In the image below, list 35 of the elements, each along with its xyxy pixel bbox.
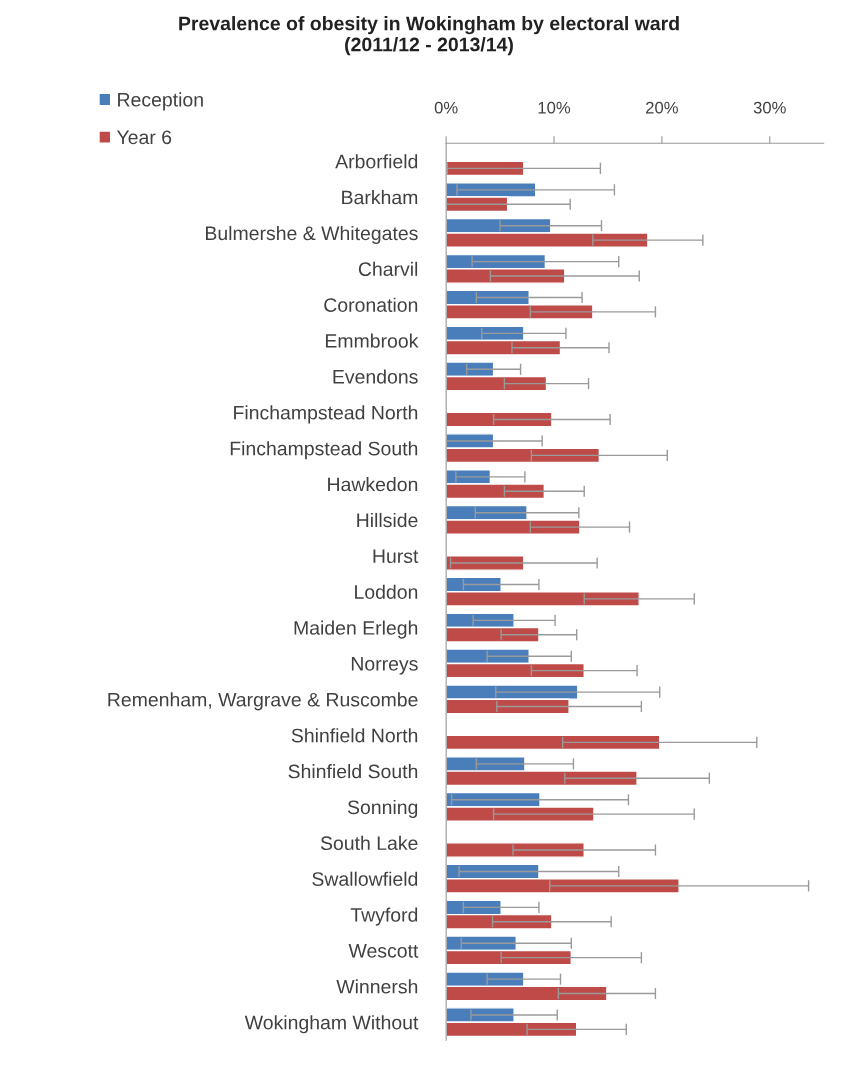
x-tick-label: 10% [538, 101, 571, 114]
y-tick-label: Maiden Erlegh [294, 620, 418, 639]
y-tick-label: Bulmershe & Whitegates [206, 225, 418, 245]
bar [446, 411, 553, 428]
y-tick-label: Arborfield [335, 154, 418, 169]
y-tick-label: Norreys [351, 657, 418, 675]
y-tick-label: Hawkedon [328, 477, 418, 492]
y-tick-label: Emmbrook [325, 333, 419, 348]
y-tick-label: Shinfield South [288, 764, 418, 779]
y-tick-label: Finchampstead South [230, 441, 418, 460]
y-tick-label: Barkham [342, 190, 418, 205]
chart-title: Prevalence of obesity in Wokingham by electoral ward (2011/12 - 2013/14) [179, 16, 679, 56]
y-tick-label: Wescott [348, 944, 419, 958]
y-tick-label: Hillside [357, 512, 418, 528]
y-tick-label: Swallowfield [312, 871, 418, 886]
y-tick-label: Twyford [350, 907, 418, 926]
x-tick-label: 0% [434, 101, 458, 114]
legend-label: Reception [118, 92, 203, 111]
x-tick-label: 30% [753, 101, 786, 114]
y-tick-label: Remenham, Wargrave & Ruscombe [108, 692, 418, 711]
y-tick-label: Loddon [355, 584, 418, 599]
y-tick-label: Shinfield North [291, 728, 418, 743]
x-tick-label: 20% [646, 101, 678, 114]
y-tick-label: Hurst [373, 549, 419, 564]
bar [446, 734, 661, 751]
y-tick-label: South Lake [320, 835, 418, 851]
y-tick-label: Sonning [347, 799, 418, 819]
y-tick-label: Charvil [358, 261, 418, 277]
y-tick-label: Wokingham Without [244, 1015, 419, 1034]
bar [446, 160, 525, 177]
legend-label: Year 6 [116, 130, 172, 145]
y-tick-label: Finchampstead North [234, 405, 418, 424]
y-tick-label: Winnersh [336, 979, 418, 994]
y-tick-label: Evendons [333, 369, 418, 384]
y-tick-label: Coronation [324, 297, 418, 312]
